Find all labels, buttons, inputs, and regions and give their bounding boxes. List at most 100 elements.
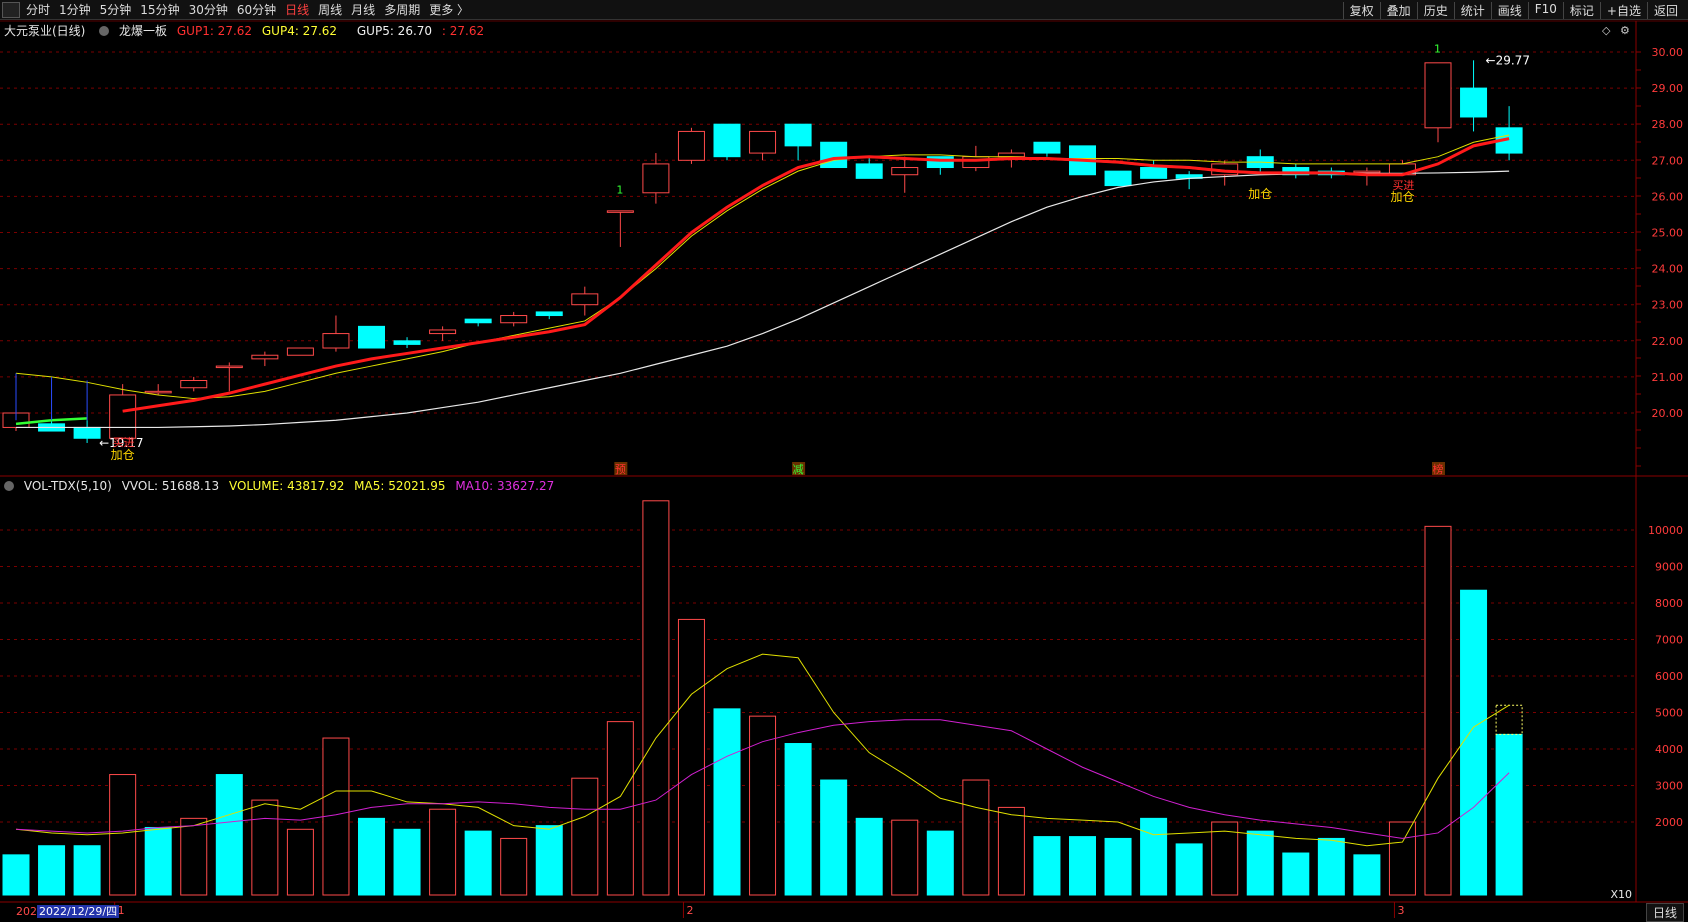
ma-white-line: [16, 170, 1510, 429]
period-tab-2[interactable]: 5分钟: [99, 3, 132, 17]
menu-item-7[interactable]: +自选: [1599, 2, 1647, 19]
menu-item-6[interactable]: 标记: [1562, 2, 1600, 19]
volume-bar-39: [1388, 821, 1416, 896]
signal-add-1: 加仓: [1248, 187, 1272, 201]
candle-body-42: [1495, 127, 1523, 154]
candle-body-25: [891, 167, 919, 176]
volume-bar-13: [464, 830, 492, 896]
vol-tick-8: 10000: [1648, 524, 1683, 537]
price-tick-10: 30.00: [1652, 46, 1684, 59]
volume-projection: [1495, 704, 1523, 735]
candle-body-1: [38, 423, 66, 432]
candle-body-0: [2, 412, 30, 428]
volume-bar-11: [393, 828, 421, 896]
tab-daily[interactable]: 日线: [1645, 903, 1684, 922]
volume-bar-32: [1140, 817, 1168, 896]
menu-icon[interactable]: [2, 1, 20, 18]
candle-body-11: [393, 340, 421, 345]
volume-bar-21: [749, 715, 777, 896]
vol-tick-6: 8000: [1655, 597, 1683, 610]
right-menu: 复权 叠加 历史 统计 画线 F10 标记 +自选 返回: [1342, 2, 1684, 19]
volume-bar-31: [1104, 837, 1132, 896]
candle-body-17: [606, 210, 634, 213]
low-price-label: ←19.17: [99, 436, 143, 450]
gup4-value: GUP4: 27.62: [261, 24, 338, 38]
mark-one-0: 1: [616, 183, 623, 196]
high-price-label: ←29.77: [1486, 53, 1530, 67]
candle-body-21: [749, 130, 777, 154]
period-tab-7[interactable]: 周线: [318, 3, 343, 17]
candle-body-16: [571, 293, 599, 306]
menu-item-4[interactable]: 画线: [1490, 2, 1528, 19]
vol-multiplier: X10: [1610, 888, 1632, 901]
menu-item-3[interactable]: 统计: [1453, 2, 1491, 19]
menu-item-8[interactable]: 返回: [1646, 2, 1684, 19]
vol-tick-1: 3000: [1655, 780, 1683, 793]
indicator-name[interactable]: 龙爆一板: [119, 24, 168, 38]
ma-red-line: [122, 137, 1510, 413]
month-label-2: 3: [1397, 904, 1404, 917]
menu-item-1[interactable]: 叠加: [1379, 2, 1417, 19]
candle-body-15: [535, 311, 563, 317]
candle-body-27: [962, 156, 990, 169]
candle-body-6: [215, 365, 243, 369]
volume-bar-15: [535, 825, 563, 896]
candle-body-7: [251, 354, 279, 360]
period-tab-5[interactable]: 60分钟: [236, 3, 277, 17]
candle-body-24: [855, 163, 883, 179]
volume-bar-4: [144, 826, 172, 896]
vol-tick-7: 9000: [1655, 561, 1683, 574]
price-tick-7: 27.00: [1652, 154, 1684, 167]
period-tab-9[interactable]: 多周期: [384, 3, 421, 17]
menu-item-0[interactable]: 复权: [1342, 2, 1380, 19]
volume-bar-36: [1282, 852, 1310, 896]
vol-tick-0: 2000: [1655, 816, 1683, 829]
volume-bar-2: [73, 845, 101, 896]
period-tab-0[interactable]: 分时: [26, 3, 51, 17]
price-info-line: 大元泵业(日线) 龙爆一板 GUP1: 27.62 GUP4: 27.62 GU…: [0, 22, 490, 38]
period-tab-4[interactable]: 30分钟: [188, 3, 228, 17]
settings-icon[interactable]: [99, 26, 110, 36]
candle-body-4: [144, 390, 172, 394]
vol-title[interactable]: VOL-TDX(5,10): [23, 479, 112, 493]
bottom-mark-0: 预: [615, 463, 626, 476]
vol-tick-3: 5000: [1655, 707, 1683, 720]
ma-yellow-line: [15, 134, 1510, 400]
menu-item-2[interactable]: 历史: [1416, 2, 1454, 19]
volume-bar-34: [1211, 821, 1239, 896]
signal-add-0: 加仓: [111, 448, 135, 462]
period-tab-3[interactable]: 15分钟: [140, 3, 180, 17]
gup1-value: GUP1: 27.62: [176, 24, 253, 38]
volume-bar-41: [1460, 589, 1488, 896]
volume-bar-12: [429, 808, 457, 896]
candle-body-13: [464, 318, 492, 324]
volume-bar-17: [606, 721, 634, 896]
candle-body-39: [1388, 163, 1416, 176]
candle-body-3: [109, 394, 137, 439]
vvol-value: VVOL: 51688.13: [121, 479, 220, 493]
volume-bar-25: [891, 819, 919, 896]
volume-bar-10: [358, 817, 385, 896]
volume-bar-18: [642, 500, 670, 896]
period-tab-6[interactable]: 日线: [285, 3, 310, 17]
candle-body-12: [429, 329, 457, 335]
settings-gear-icon: ⚙: [1620, 24, 1630, 37]
volume-bar-0: [2, 854, 30, 896]
price-tick-1: 21.00: [1652, 371, 1684, 384]
stock-name[interactable]: 大元泵业(日线): [4, 24, 86, 38]
candle-body-20: [713, 123, 741, 158]
volume-bar-19: [677, 618, 705, 896]
candle-body-38: [1353, 170, 1381, 174]
volume-settings-icon[interactable]: [4, 481, 14, 491]
price-tick-3: 23.00: [1652, 299, 1684, 312]
candle-body-30: [1069, 145, 1096, 176]
period-tab-10[interactable]: 更多 〉: [429, 3, 470, 17]
date-axis: 202 2022/12/29/四: [0, 903, 120, 919]
ma-green-segment-1: [869, 155, 905, 160]
candle-body-5: [180, 380, 208, 389]
volume-bar-26: [926, 830, 954, 896]
period-tab-8[interactable]: 月线: [351, 3, 376, 17]
menu-item-5[interactable]: F10: [1527, 2, 1563, 19]
period-tab-1[interactable]: 1分钟: [59, 3, 91, 17]
